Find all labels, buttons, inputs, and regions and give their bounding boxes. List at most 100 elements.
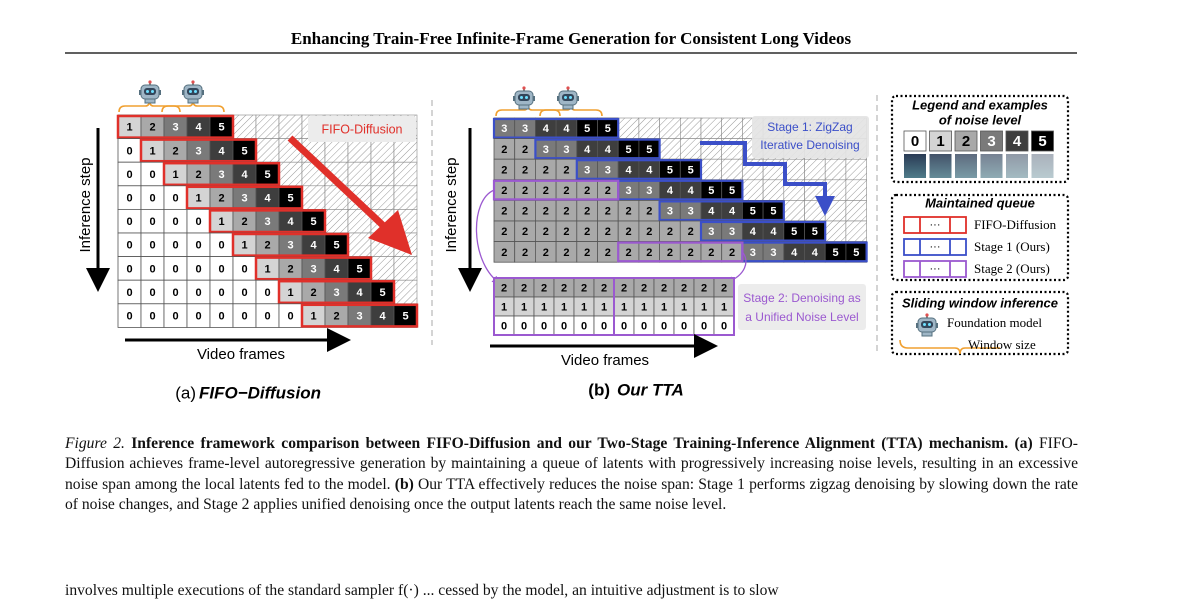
queue-ellipsis: ···	[930, 241, 941, 253]
empty-cell	[824, 158, 847, 181]
noise-level: 2	[543, 226, 549, 238]
noise-level: 0	[241, 263, 247, 275]
noise-level: 1	[581, 301, 587, 313]
noise-level: 4	[356, 287, 363, 299]
noise-level: 5	[584, 123, 590, 135]
noise-level: 5	[770, 206, 776, 218]
noise-level: 2	[688, 247, 694, 259]
noise-level: 4	[241, 169, 248, 181]
window-title: Sliding window inference	[902, 295, 1058, 310]
robot-icon	[181, 80, 205, 104]
noise-level: 3	[241, 193, 247, 205]
noise-level: 2	[625, 226, 631, 238]
noise-level: 2	[522, 247, 528, 259]
noise-level: 5	[605, 123, 611, 135]
noise-level: 0	[172, 287, 178, 299]
noise-level: 4	[195, 122, 202, 134]
noise-level: 1	[661, 301, 667, 313]
empty-cell	[370, 185, 395, 210]
axis-label: Video frames	[561, 352, 649, 369]
noise-level: 4	[543, 123, 550, 135]
noise-level: 3	[287, 240, 293, 252]
stage1-label: Stage 1: ZigZag	[767, 120, 852, 134]
noise-level: 5	[812, 226, 818, 238]
queue-item: FIFO-Diffusion	[974, 217, 1057, 232]
noise-level: 5	[402, 311, 408, 323]
noise-level: 2	[584, 226, 590, 238]
noise-level: 2	[646, 206, 652, 218]
noise-level: 1	[621, 301, 627, 313]
noise-level: 3	[584, 164, 590, 176]
noise-level: 0	[149, 193, 155, 205]
noise-level: 0	[581, 320, 587, 332]
stage1-label: Iterative Denoising	[760, 138, 859, 152]
noise-level: 0	[264, 311, 270, 323]
example-image	[929, 154, 952, 178]
noise-level: 2	[605, 247, 611, 259]
noise-level: 5	[853, 247, 859, 259]
noise-level: 4	[770, 226, 777, 238]
fifo-window	[208, 209, 327, 234]
noise-level: 2	[625, 247, 631, 259]
window-size: Window size	[968, 337, 1036, 352]
noise-level: 3	[605, 164, 611, 176]
noise-level: 1	[521, 301, 527, 313]
robot-icon	[556, 86, 580, 110]
legend-swatch	[903, 130, 927, 152]
noise-level: 4	[812, 247, 819, 259]
panel-title: FIFO−Diffusion	[199, 383, 321, 402]
noise-level: 2	[522, 144, 528, 156]
noise-level: 1	[721, 301, 727, 313]
panel-title: Our TTA	[617, 380, 684, 399]
window-brace	[899, 339, 1000, 355]
noise-level: 0	[149, 169, 155, 181]
noise-level: 1	[701, 301, 707, 313]
empty-cell	[783, 200, 805, 222]
noise-level: 3	[264, 216, 270, 228]
example-image	[1031, 154, 1054, 178]
panel-a: 1 2 3 4 5 0 1 2 3 4 5 0 0 1 2 3 4 5 0 0 0 1 2 3 4 5 0 0 0 0 1 2 3 4 5 0 0 0 0 0…	[77, 80, 419, 402]
empty-cell	[255, 138, 280, 163]
noise-level: 2	[688, 226, 694, 238]
stage2-block	[613, 277, 735, 336]
empty-cell	[370, 161, 395, 187]
noise-level: 2	[708, 247, 714, 259]
noise-level: 1	[264, 263, 270, 275]
noise-level: 1	[241, 240, 247, 252]
empty-cell	[679, 138, 702, 160]
noise-level: 2	[241, 216, 247, 228]
empty-cell	[742, 179, 764, 201]
noise-level: 0	[621, 320, 627, 332]
axis-label: Video frames	[197, 346, 285, 363]
noise-level: 0	[126, 169, 132, 181]
legend-level: 0	[911, 133, 919, 150]
noise-level: 2	[149, 122, 155, 134]
noise-level: 2	[625, 206, 631, 218]
noise-level: 1	[287, 287, 293, 299]
empty-cell	[393, 256, 418, 281]
noise-level: 2	[195, 169, 201, 181]
noise-level: 3	[310, 263, 316, 275]
noise-level: 0	[126, 240, 132, 252]
empty-cell	[721, 158, 743, 181]
noise-level: 1	[218, 216, 224, 228]
stage2-arrow	[475, 189, 501, 284]
noise-level: 2	[501, 247, 507, 259]
legend-box	[890, 290, 1070, 356]
noise-level: 0	[126, 263, 132, 275]
noise-level: 0	[601, 320, 607, 332]
noise-level: 3	[218, 169, 224, 181]
noise-level: 0	[195, 287, 201, 299]
empty-cell	[347, 138, 372, 163]
empty-cell	[700, 158, 723, 181]
noise-level: 0	[149, 263, 155, 275]
fifo-window	[231, 232, 350, 257]
noise-level: 2	[721, 282, 727, 294]
noise-level: 5	[264, 169, 270, 181]
empty-cell	[700, 117, 723, 139]
noise-level: 3	[563, 144, 569, 156]
noise-level: 2	[333, 311, 339, 323]
fifo-window	[277, 279, 396, 305]
noise-level: 1	[561, 301, 567, 313]
